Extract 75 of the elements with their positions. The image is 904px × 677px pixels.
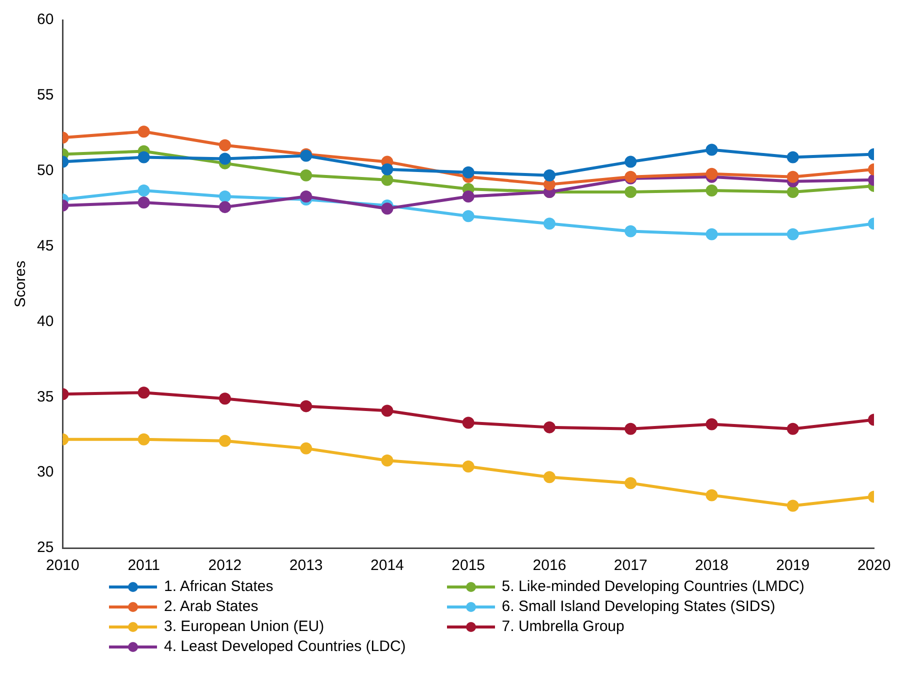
legend-label: 2. Arab States xyxy=(164,598,258,615)
point xyxy=(218,190,231,203)
point xyxy=(381,454,394,467)
legend-label: 4. Least Developed Countries (LDC) xyxy=(164,638,406,655)
y-tick-label: 30 xyxy=(36,464,54,481)
point xyxy=(706,184,718,196)
point xyxy=(381,202,394,215)
x-tick-label: 2019 xyxy=(776,557,810,574)
point xyxy=(786,228,799,240)
point xyxy=(706,228,718,240)
y-tick-label: 60 xyxy=(36,11,54,28)
point xyxy=(624,186,637,198)
point xyxy=(218,139,231,152)
point xyxy=(706,489,718,502)
point xyxy=(138,184,150,196)
point xyxy=(138,433,150,446)
x-tick-label: 2012 xyxy=(208,557,242,574)
y-tick-label: 55 xyxy=(36,86,54,104)
point xyxy=(218,392,231,405)
point xyxy=(706,144,718,156)
point xyxy=(786,170,799,183)
point xyxy=(624,477,637,490)
point xyxy=(462,210,474,222)
x-tick-label: 2011 xyxy=(128,557,160,574)
point xyxy=(543,471,556,484)
point xyxy=(706,418,718,430)
y-axis-title: Scores xyxy=(12,260,30,308)
x-tick-label: 2018 xyxy=(695,557,728,574)
point xyxy=(462,166,474,178)
x-tick-label: 2016 xyxy=(532,557,566,574)
x-tick-label: 2015 xyxy=(452,557,486,574)
legend-label: 7. Umbrella Group xyxy=(502,618,624,635)
point xyxy=(706,168,718,180)
x-tick-label: 2014 xyxy=(370,557,404,574)
point xyxy=(218,152,231,165)
point xyxy=(218,201,231,214)
point xyxy=(138,126,150,138)
y-tick-label: 25 xyxy=(36,539,54,556)
point xyxy=(462,190,474,203)
point xyxy=(462,416,474,429)
point xyxy=(381,404,394,417)
point xyxy=(462,460,474,473)
point xyxy=(300,169,312,182)
point xyxy=(786,186,799,198)
legend-label: 6. Small Island Developing States (SIDS) xyxy=(502,598,776,615)
point xyxy=(543,218,556,230)
point xyxy=(381,174,394,186)
point xyxy=(138,151,150,164)
legend-label: 1. African States xyxy=(164,578,274,595)
point xyxy=(786,151,799,164)
point xyxy=(624,225,637,238)
x-tick-label: 2013 xyxy=(289,557,323,574)
point xyxy=(381,163,394,176)
point xyxy=(138,386,150,399)
legend-label: 3. European Union (EU) xyxy=(164,618,324,635)
point xyxy=(300,442,312,454)
y-tick-label: 35 xyxy=(36,388,54,406)
y-tick-label: 45 xyxy=(36,237,54,254)
x-tick-label: 2017 xyxy=(614,557,648,574)
point xyxy=(300,400,312,412)
y-tick-label: 50 xyxy=(36,162,54,179)
point xyxy=(543,178,556,190)
y-tick-label: 40 xyxy=(36,312,54,330)
x-tick-label: 2020 xyxy=(857,557,891,574)
point xyxy=(624,422,637,435)
point xyxy=(218,434,231,447)
point xyxy=(300,190,312,203)
point xyxy=(786,500,799,512)
point xyxy=(543,421,556,434)
point xyxy=(786,422,799,435)
legend-label: 5. Like-minded Developing Countries (LMDC) xyxy=(502,578,804,595)
point xyxy=(543,169,556,182)
point xyxy=(624,156,637,168)
x-tick-label: 2010 xyxy=(46,557,80,574)
point xyxy=(138,196,150,209)
